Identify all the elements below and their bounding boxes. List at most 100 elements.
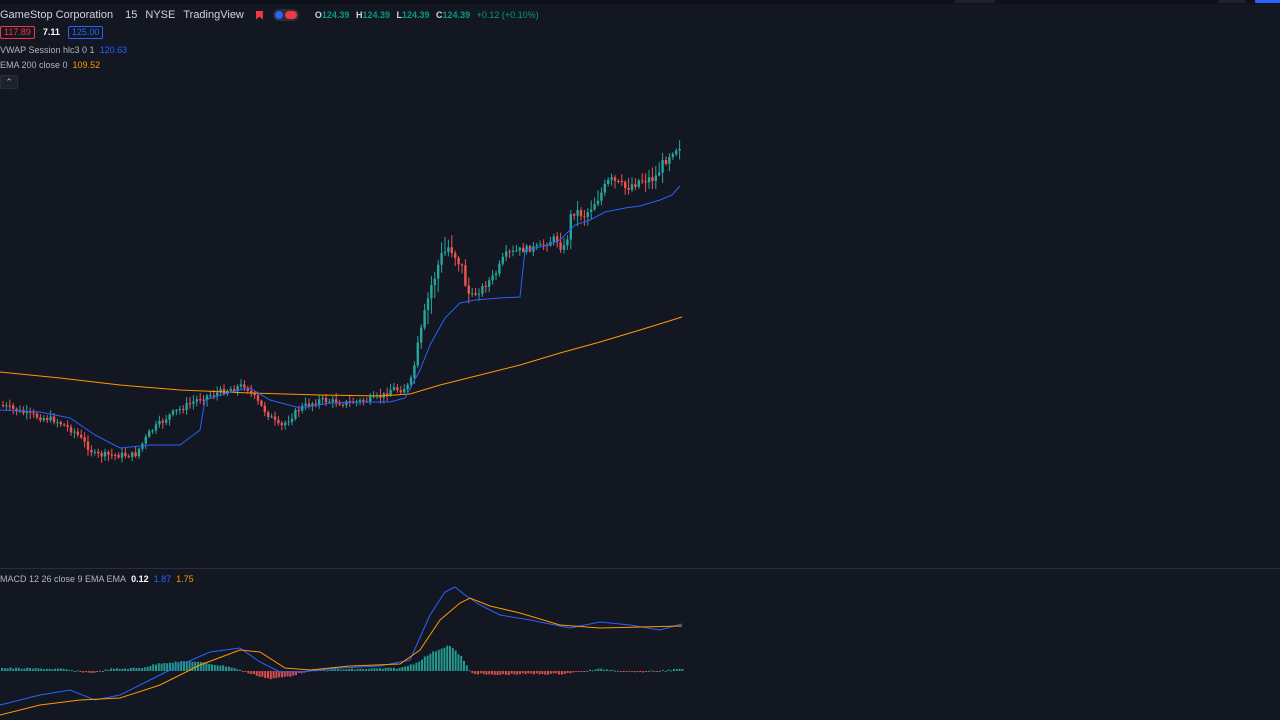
flag-icon[interactable] bbox=[255, 10, 263, 20]
macd-histogram-bar bbox=[471, 671, 474, 674]
candle-body bbox=[603, 184, 606, 193]
interval-label[interactable]: 15 bbox=[125, 9, 138, 21]
candle-body bbox=[216, 392, 219, 396]
macd-histogram-bar bbox=[404, 666, 407, 671]
candle-body bbox=[12, 405, 15, 409]
macd-histogram-bar bbox=[348, 668, 351, 671]
ema-legend[interactable]: EMA 200 close 0 109.52 bbox=[0, 60, 100, 70]
buy-sell-boxes: 117.89 7.11 125.00 bbox=[0, 26, 107, 39]
macd-histogram-bar bbox=[619, 671, 622, 672]
candle-body bbox=[263, 405, 266, 413]
macd-histogram-bar bbox=[429, 653, 432, 671]
candle-body bbox=[171, 410, 175, 415]
candle-body bbox=[185, 403, 188, 411]
candle-body bbox=[556, 236, 559, 243]
macd-histogram-bar bbox=[580, 671, 583, 672]
macd-histogram-bar bbox=[502, 671, 505, 675]
macd-histogram-bar bbox=[101, 671, 104, 672]
candle-body bbox=[488, 280, 491, 287]
macd-histogram-bar bbox=[43, 669, 45, 671]
sell-price-button[interactable]: 117.89 bbox=[0, 26, 35, 39]
macd-histogram-bar bbox=[9, 667, 12, 671]
macd-histogram-bar bbox=[79, 671, 82, 672]
candle-body bbox=[256, 395, 260, 401]
toolbar-tab[interactable] bbox=[955, 0, 995, 3]
vwap-legend[interactable]: VWAP Session hlc3 0 1 120.63 bbox=[0, 45, 127, 55]
macd-histogram-bar bbox=[468, 670, 471, 672]
macd-histogram-bar bbox=[59, 668, 62, 671]
candle-body bbox=[49, 416, 52, 421]
macd-histogram-bar bbox=[437, 649, 440, 671]
candle-body bbox=[610, 177, 613, 180]
macd-histogram-bar bbox=[96, 671, 99, 672]
macd-histogram-bar bbox=[342, 669, 345, 671]
macd-histogram-bar bbox=[325, 670, 328, 672]
candle-body bbox=[678, 148, 681, 151]
candle-body bbox=[362, 399, 365, 402]
macd-histogram-bar bbox=[407, 666, 409, 671]
macd-histogram-bar bbox=[365, 669, 367, 671]
candle-body bbox=[460, 264, 464, 266]
candle-body bbox=[56, 422, 59, 424]
macd-histogram-bar bbox=[233, 668, 236, 671]
macd-histogram-bar bbox=[496, 671, 499, 676]
macd-histogram-bar bbox=[37, 668, 40, 671]
macd-histogram-bar bbox=[230, 667, 233, 671]
macd-histogram-bar bbox=[345, 669, 348, 671]
candle-body bbox=[593, 204, 596, 210]
pane-divider[interactable] bbox=[0, 568, 1280, 569]
candle-body bbox=[647, 177, 651, 183]
macd-histogram-bar bbox=[569, 671, 572, 674]
toolbar-tab[interactable] bbox=[1218, 0, 1246, 3]
macd-histogram-bar bbox=[379, 668, 381, 671]
candle-body bbox=[661, 159, 664, 173]
macd-signal-value: 1.75 bbox=[176, 574, 194, 584]
macd-histogram-bar bbox=[631, 671, 633, 672]
macd-histogram-bar bbox=[681, 669, 684, 671]
chevron-up-icon[interactable]: ⌃ bbox=[0, 75, 18, 89]
candle-body bbox=[212, 395, 215, 397]
candle-body bbox=[66, 425, 69, 428]
macd-histogram-bar bbox=[115, 668, 118, 671]
candle-body bbox=[450, 247, 453, 254]
candle-body bbox=[505, 251, 508, 257]
buy-price-button[interactable]: 125.00 bbox=[67, 26, 104, 39]
macd-histogram-bar bbox=[219, 665, 222, 671]
candle-body bbox=[637, 180, 640, 187]
macd-histogram-bar bbox=[289, 671, 292, 677]
candle-body bbox=[498, 263, 501, 274]
macd-histogram-bar bbox=[171, 662, 174, 671]
vwap-line bbox=[0, 185, 681, 449]
macd-histogram-bar bbox=[93, 671, 96, 673]
candle-body bbox=[290, 418, 294, 422]
macd-histogram-bar bbox=[519, 671, 521, 675]
candle-body bbox=[131, 452, 134, 458]
ohlc-values: O124.39 H124.39 L124.39 C124.39 +0.12 (+… bbox=[315, 10, 543, 20]
candle-body bbox=[658, 172, 661, 176]
macd-histogram-bar bbox=[477, 671, 479, 675]
macd-histogram-bar bbox=[222, 665, 225, 671]
symbol-name[interactable]: GameStop Corporation bbox=[0, 9, 114, 21]
macd-histogram-bar bbox=[440, 648, 443, 671]
macd-legend[interactable]: MACD 12 26 close 9 EMA EMA 0.12 1.87 1.7… bbox=[0, 574, 194, 584]
macd-histogram-bar bbox=[493, 671, 496, 675]
candle-body bbox=[430, 285, 433, 299]
candle-body bbox=[464, 265, 467, 286]
candle-body bbox=[314, 403, 317, 405]
toolbar-tab-active[interactable] bbox=[1255, 0, 1280, 3]
market-status-toggle[interactable] bbox=[272, 9, 299, 21]
candle-body bbox=[481, 285, 484, 294]
candle-body bbox=[545, 245, 549, 247]
macd-histogram-bar bbox=[650, 670, 653, 672]
candle-body bbox=[467, 285, 470, 294]
candle-body bbox=[39, 417, 42, 421]
close-value: 124.39 bbox=[442, 10, 471, 20]
macd-histogram-bar bbox=[110, 668, 113, 671]
macd-histogram-bar bbox=[521, 671, 524, 674]
macd-histogram-bar bbox=[15, 667, 17, 671]
source-label: TradingView bbox=[183, 9, 244, 21]
macd-histogram-bar bbox=[286, 671, 289, 677]
macd-histogram-bar bbox=[499, 671, 502, 675]
candle-body bbox=[426, 298, 430, 311]
